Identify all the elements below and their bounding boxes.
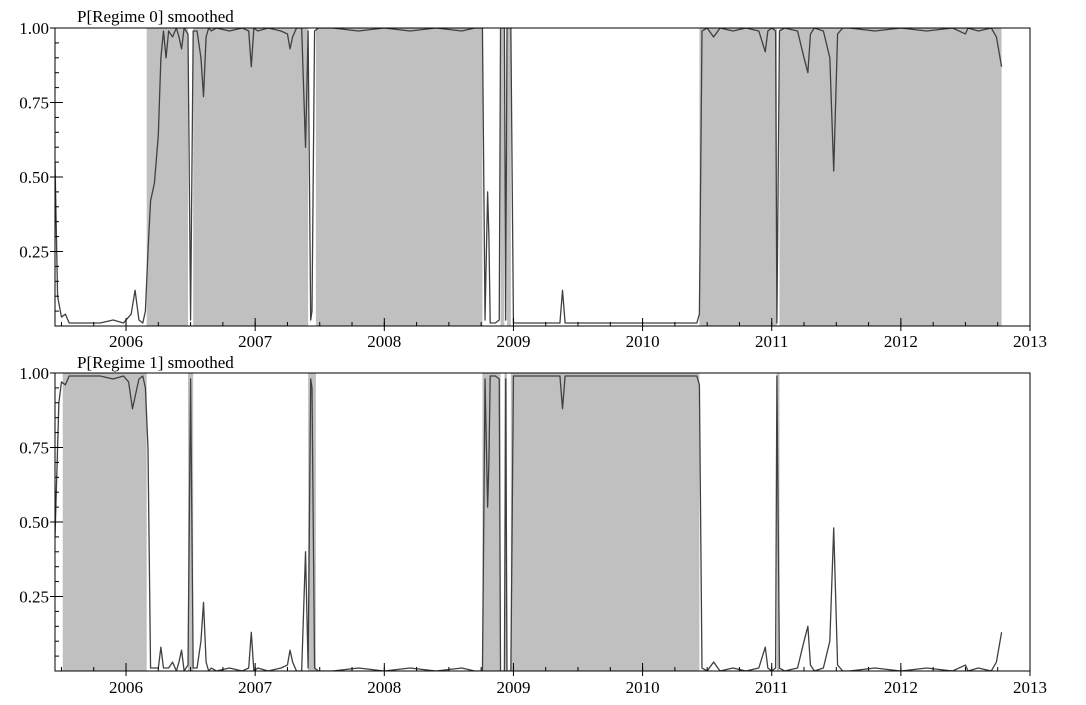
regime-shading-band-6 — [779, 28, 1002, 326]
x-tick-label: 2009 — [496, 332, 530, 351]
x-tick-label: 2006 — [109, 678, 143, 697]
regime-shading-band-4 — [506, 28, 511, 326]
probability-line — [55, 375, 1003, 671]
y-tick-label: 0.25 — [19, 588, 49, 607]
regime-shading-band-1 — [188, 373, 194, 671]
x-tick-label: 2008 — [367, 332, 401, 351]
regime-shading-band-1 — [193, 28, 309, 326]
x-tick-label: 2012 — [884, 332, 918, 351]
y-tick-label: 1.00 — [19, 364, 49, 383]
probability-line — [55, 28, 1003, 324]
x-tick-label: 2013 — [1013, 678, 1047, 697]
regime-shading-band-0 — [62, 373, 147, 671]
y-tick-label: 0.50 — [19, 513, 49, 532]
x-tick-label: 2011 — [755, 332, 788, 351]
regime-shading-band-5 — [699, 28, 777, 326]
y-tick-label: 0.75 — [19, 94, 49, 113]
x-tick-label: 2012 — [884, 678, 918, 697]
regime-shading-band-0 — [146, 28, 189, 326]
panel-title: P[Regime 0] smoothed — [77, 7, 234, 26]
panel-title: P[Regime 1] smoothed — [77, 353, 234, 372]
y-tick-label: 1.00 — [19, 19, 49, 38]
x-tick-label: 2010 — [626, 678, 660, 697]
x-tick-label: 2006 — [109, 332, 143, 351]
x-tick-label: 2007 — [238, 678, 273, 697]
regime-shading-band-2 — [315, 28, 483, 326]
x-tick-label: 2009 — [496, 678, 530, 697]
regime-shading-band-5 — [510, 373, 700, 671]
regime-shading-band-3 — [500, 28, 505, 326]
y-tick-label: 0.75 — [19, 439, 49, 458]
x-tick-label: 2013 — [1013, 332, 1047, 351]
x-tick-label: 2007 — [238, 332, 273, 351]
chart-panel-0: 2006 2007 2008 2009 2010 2011 2012 2013 0.25 0.50… — [19, 7, 1047, 351]
x-tick-label: 2010 — [626, 332, 660, 351]
plot-area-1 — [55, 373, 1003, 671]
x-tick-label: 2011 — [755, 678, 788, 697]
chart-panel-1: 2006 2007 2008 2009 2010 2011 2012 2013 0.25 0.50… — [19, 353, 1047, 697]
y-tick-label: 0.50 — [19, 168, 49, 187]
regime-shading-band-2 — [308, 373, 316, 671]
y-tick-label: 0.25 — [19, 243, 49, 262]
x-tick-label: 2008 — [367, 678, 401, 697]
plot-area-0 — [55, 28, 1003, 326]
